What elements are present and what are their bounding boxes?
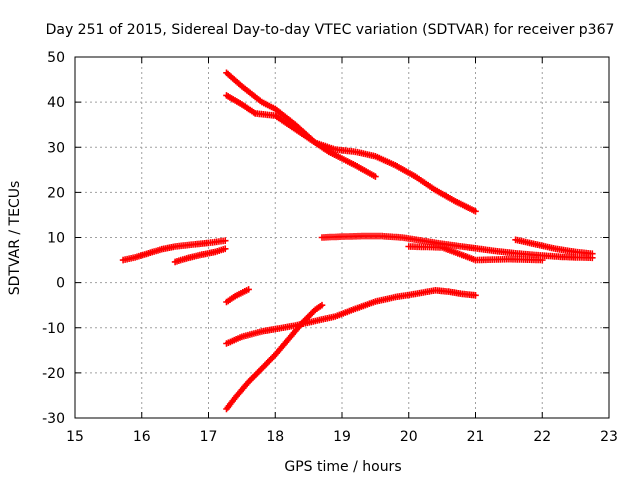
data-points xyxy=(119,69,596,413)
series-arc-f xyxy=(318,232,596,262)
y-axis-label: SDTVAR / TECUs xyxy=(7,181,23,296)
x-tick-label: 15 xyxy=(66,429,84,445)
series-arc-d xyxy=(171,245,229,266)
data-markers xyxy=(318,232,596,262)
y-tick-label: 30 xyxy=(47,140,65,156)
y-tick-label: 20 xyxy=(47,185,65,201)
y-tick-label: 10 xyxy=(47,231,65,247)
data-markers xyxy=(223,92,479,215)
x-tick-labels: 15 16 17 18 19 20 21 22 23 xyxy=(66,429,618,445)
y-tick-label: 40 xyxy=(47,95,65,111)
data-markers xyxy=(171,245,229,266)
x-tick-label: 16 xyxy=(133,429,151,445)
data-markers xyxy=(223,286,252,306)
series-arc-i xyxy=(223,287,479,347)
y-tick-label: -30 xyxy=(42,411,65,427)
y-tick-label: 50 xyxy=(47,50,65,66)
data-markers xyxy=(119,237,229,264)
x-axis-label: GPS time / hours xyxy=(284,459,401,475)
data-markers xyxy=(223,287,479,347)
x-tick-label: 22 xyxy=(533,429,551,445)
series-arc-h xyxy=(405,243,546,264)
y-tick-label: -20 xyxy=(42,366,65,382)
x-tick-label: 21 xyxy=(467,429,485,445)
x-tick-label: 23 xyxy=(600,429,618,445)
x-tick-label: 18 xyxy=(266,429,284,445)
x-tick-label: 20 xyxy=(400,429,418,445)
series-arc-g xyxy=(512,236,596,257)
tick-marks xyxy=(74,56,610,419)
data-markers xyxy=(512,236,596,257)
data-markers xyxy=(405,243,546,264)
y-tick-label: -10 xyxy=(42,321,65,337)
y-tick-labels: -30 -20 -10 0 10 20 30 40 50 xyxy=(42,50,65,427)
x-tick-label: 17 xyxy=(200,429,218,445)
series-arc-c xyxy=(119,237,229,264)
x-tick-label: 19 xyxy=(333,429,351,445)
chart-title: Day 251 of 2015, Sidereal Day-to-day VTE… xyxy=(46,22,615,38)
y-tick-label: 0 xyxy=(56,276,65,292)
data-markers xyxy=(223,301,326,413)
series-arc-b xyxy=(223,92,479,215)
series-arc-e xyxy=(223,286,252,306)
series-arc-j xyxy=(223,301,326,413)
